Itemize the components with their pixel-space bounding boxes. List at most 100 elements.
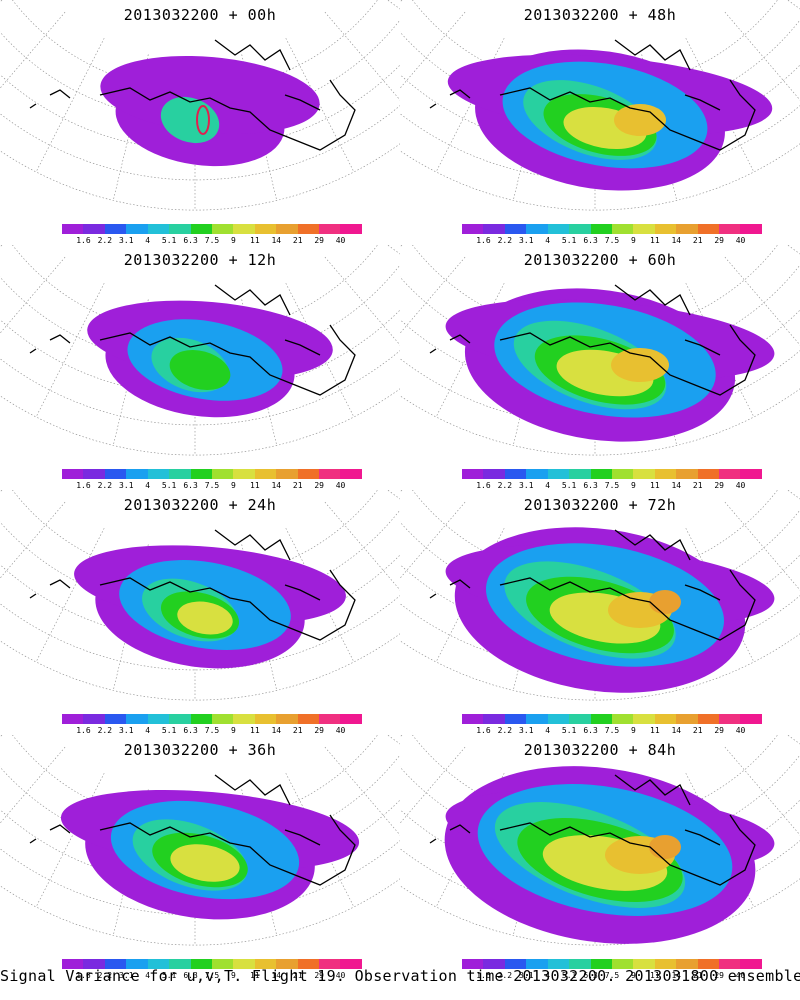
colorbar-swatch [104,714,127,724]
colorbar-swatch [83,959,105,969]
longitude-line [400,0,403,3]
colorbar-swatch [654,714,677,724]
colorbar-tick-label: 21 [692,236,703,245]
longitude-line [0,501,66,579]
colorbar-swatch [483,959,505,969]
longitude-line [387,490,400,500]
colorbar-tick-label: 40 [335,726,346,735]
colorbar-swatch [697,224,720,234]
longitude-line [685,38,755,173]
colorbar-tick-label: 2.2 [97,236,113,245]
colorbar-tick-label: 7.5 [204,481,220,490]
colorbar-tick-label: 1.6 [76,971,91,980]
colorbar-swatch [590,469,612,479]
colorbar-tick-label: 29 [714,481,724,490]
colorbar-tick-label: 1.6 [76,726,91,735]
colorbar-swatch [83,224,105,234]
latitude-line [0,264,400,366]
colorbar-ticks: 1.6 2.2 3.1 4 5.1 6.3 7.5 9 11 14 21 29 40 [62,236,362,246]
colorbar-tick-label: 6.3 [183,971,198,980]
colorbar-swatch [547,714,570,724]
colorbar-tick-label: 5.1 [161,726,177,735]
colorbar-tick-label: 3.1 [119,481,134,490]
colorbar-swatch [340,714,362,724]
colorbar-swatch [740,714,762,724]
colorbar-ticks: 1.6 2.2 3.1 4 5.1 6.3 7.5 9 11 14 21 29 40 [62,481,362,491]
map-panel: 2013032200 + 48h 1.6 2.2 3.1 4 5.1 6.3 7.5 9 11 14… [400,0,800,245]
colorbar-tick-label: 40 [335,236,346,245]
colorbar-tick-label: 11 [650,236,660,245]
variance-contour-high [170,844,240,882]
colorbar-tick-label: 29 [314,971,324,980]
coastline [29,529,356,641]
latitude-line [0,509,400,611]
colorbar-swatch [319,959,341,969]
colorbar-tick-label: 9 [631,481,636,490]
polar-map [400,490,800,701]
variance-contour-mid [169,349,231,391]
polar-map [400,245,800,456]
colorbar-swatch [633,469,655,479]
colorbar-tick-label: 4 [145,971,151,980]
colorbar [462,469,762,479]
colorbar-tick-label: 5.1 [561,726,577,735]
colorbar-swatch [126,714,148,724]
panel-title: 2013032200 + 48h [523,6,677,24]
colorbar-tick-label: 11 [650,726,660,735]
colorbar-swatch [504,224,527,234]
colorbar-tick-label: 5.1 [161,236,177,245]
colorbar-tick-label: 40 [335,971,346,980]
colorbar-swatch [147,469,170,479]
colorbar-tick-label: 9 [231,236,236,245]
colorbar-swatch [211,714,234,724]
longitude-line [724,11,800,101]
longitude-line [285,38,355,173]
longitude-line [400,245,403,248]
longitude-line [400,256,466,334]
colorbar-swatch [654,224,677,234]
colorbar-tick-label: 29 [714,726,724,735]
colorbar-swatch [211,959,234,969]
colorbar-tick-label: 40 [735,971,746,980]
colorbar-swatch [462,224,484,234]
colorbar-tick-label: 21 [292,481,303,490]
red-contour [196,105,210,135]
colorbar-swatch [276,714,298,724]
colorbar-swatch [676,224,698,234]
colorbar-swatch [504,959,527,969]
colorbar-swatch [590,714,612,724]
colorbar-tick-label: 6.3 [183,481,198,490]
coastline [429,39,756,151]
longitude-line [787,0,800,10]
colorbar-swatch [147,714,170,724]
polar-map [400,0,800,211]
panel-title: 2013032200 + 00h [123,6,277,24]
colorbar-ticks: 1.6 2.2 3.1 4 5.1 6.3 7.5 9 11 14 21 29 40 [62,726,362,736]
map-panel: 2013032200 + 12h 1.6 2.2 3.1 4 5.1 6.3 7.5 9 11 14… [0,245,400,490]
longitude-line [324,11,400,101]
colorbar-tick-label: 1.6 [76,481,91,490]
colorbar-tick-label: 6.3 [583,971,598,980]
longitude-line [685,283,755,418]
colorbar-swatch [233,959,255,969]
colorbar-swatch [340,224,362,234]
colorbar-swatch [547,224,570,234]
polar-map [0,0,400,211]
longitude-line [324,501,400,591]
colorbar-tick-label: 9 [631,971,636,980]
colorbar-swatch [569,714,591,724]
colorbar [62,224,362,234]
colorbar-swatch [676,469,698,479]
coastline [29,774,356,886]
latitude-line [400,509,800,611]
colorbar-tick-label: 5.1 [161,481,177,490]
colorbar-tick-label: 21 [292,971,303,980]
colorbar-tick-label: 21 [292,726,303,735]
colorbar-tick-label: 4 [145,726,151,735]
colorbar-swatch [569,469,591,479]
colorbar-swatch [504,714,527,724]
colorbar-swatch [126,959,148,969]
panel-title: 2013032200 + 60h [523,251,677,269]
colorbar-swatch [297,224,320,234]
variance-contour-high [611,348,669,382]
